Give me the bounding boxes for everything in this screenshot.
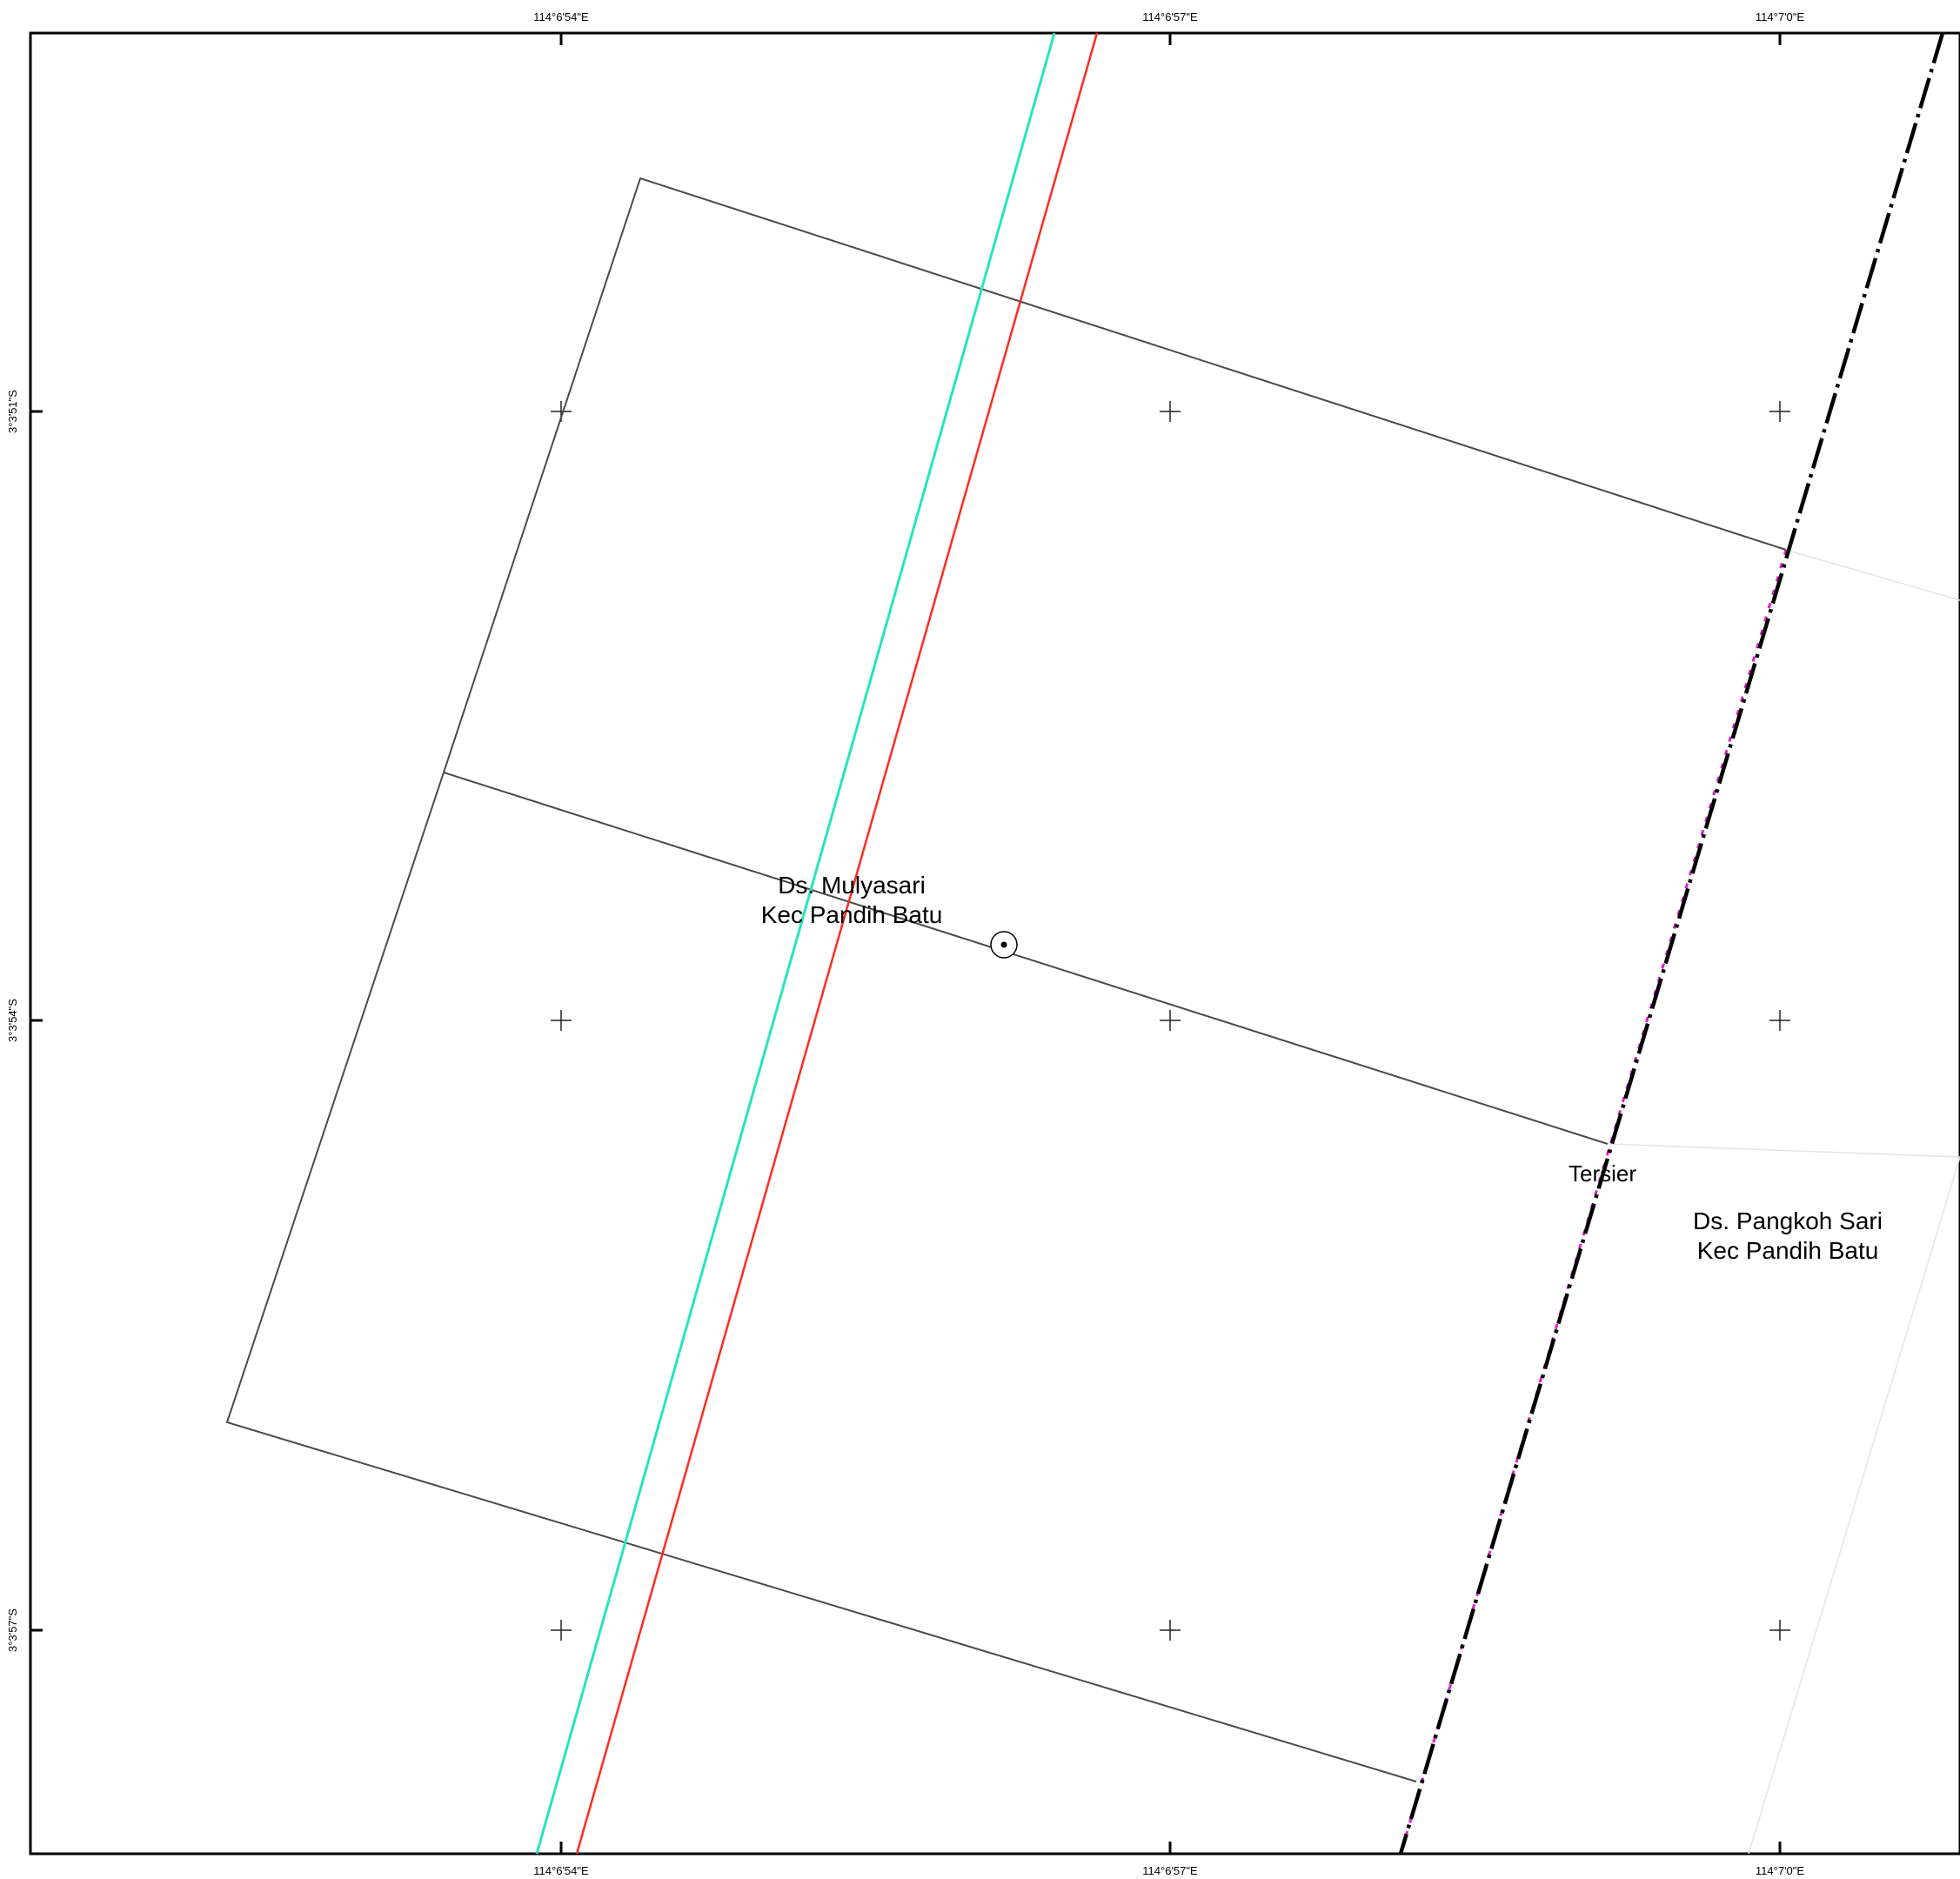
place-label-pangkoh-sari-name: Ds. Pangkoh Sari	[1693, 1207, 1883, 1234]
survey-point-icon[interactable]	[990, 931, 1018, 959]
lon-label-top-2: 114°6'57"E	[1142, 10, 1198, 23]
grid-cross-icon	[1160, 1010, 1181, 1031]
grid-cross-icon	[551, 1620, 572, 1641]
parcel-outline[interactable]	[225, 177, 1787, 1782]
graticule-crosses	[551, 401, 1790, 1641]
grid-cross-icon	[1769, 1010, 1790, 1031]
lat-label-3: 3°3'57"S	[6, 1608, 19, 1652]
frame-ticks	[30, 33, 1782, 1854]
lat-label-2: 3°3'54"S	[6, 999, 19, 1042]
place-label-mulyasari-district: Kec Pandih Batu	[761, 901, 943, 928]
faint-parcel-edges	[1607, 549, 1960, 1855]
place-label-pangkoh-sari-district: Kec Pandih Batu	[1697, 1237, 1879, 1264]
lon-label-bottom-1: 114°6'54"E	[533, 1864, 589, 1877]
parcel-boundaries[interactable]	[225, 177, 1787, 1782]
parcel-divider[interactable]	[443, 772, 1609, 1145]
cyan-road-line[interactable]	[535, 32, 1056, 1855]
grid-cross-icon	[551, 1010, 572, 1031]
grid-cross-icon	[1160, 1620, 1181, 1641]
lon-label-bottom-2: 114°6'57"E	[1142, 1864, 1198, 1877]
boundary-magenta-line	[1399, 549, 1788, 1855]
lon-label-bottom-3: 114°7'0"E	[1756, 1864, 1804, 1877]
lon-label-top-1: 114°6'54"E	[533, 10, 589, 23]
grid-cross-icon	[1769, 401, 1790, 422]
grid-cross-icon	[1769, 1620, 1790, 1641]
map-frame	[29, 31, 1960, 1856]
canal-label-tersier: Tersier	[1569, 1160, 1636, 1187]
grid-cross-icon	[1160, 401, 1181, 422]
village-boundary-line[interactable]	[1398, 32, 1945, 1855]
place-label-mulyasari-name: Ds. Mulyasari	[778, 872, 926, 899]
red-road-line[interactable]	[575, 32, 1099, 1855]
lat-label-1: 3°3'51"S	[6, 390, 19, 433]
lon-label-top-3: 114°7'0"E	[1756, 10, 1804, 23]
